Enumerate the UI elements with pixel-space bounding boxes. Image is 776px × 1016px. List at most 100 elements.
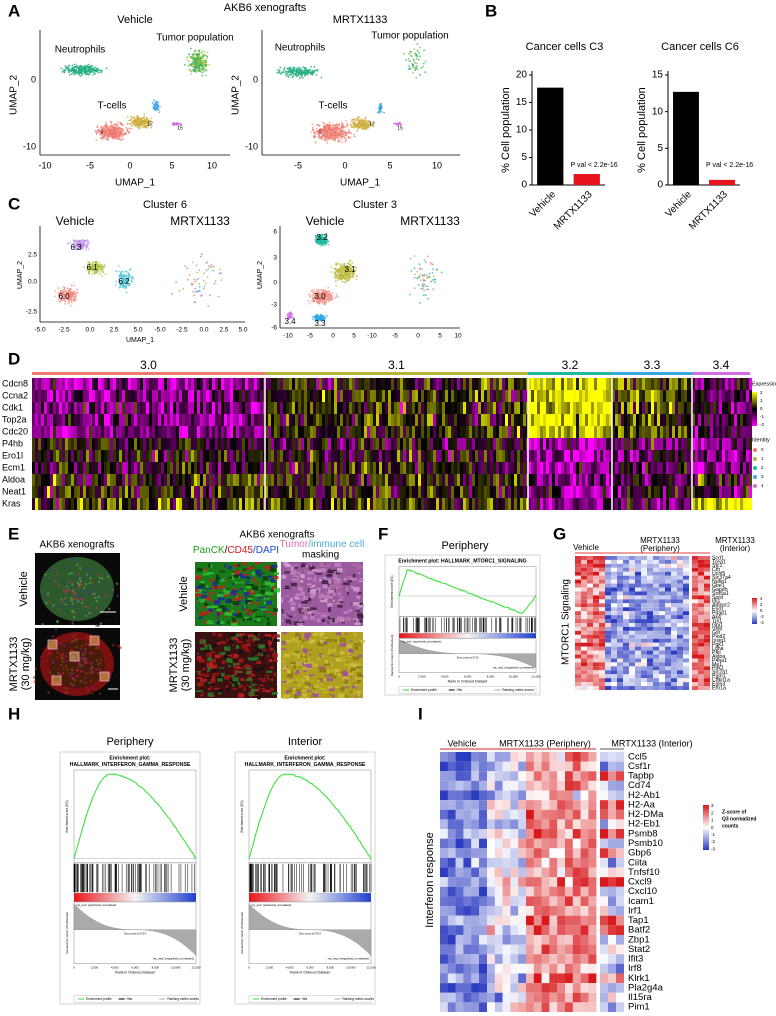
cell-dot bbox=[155, 103, 158, 106]
heatmap-cell bbox=[125, 438, 128, 450]
heatmap-cell bbox=[239, 426, 242, 438]
heatmap-cell bbox=[325, 426, 328, 438]
heatmap-cell bbox=[197, 498, 200, 510]
cell-dot bbox=[315, 74, 318, 76]
heatmap-cell bbox=[179, 378, 182, 390]
heatmap-cell bbox=[283, 390, 286, 402]
cell-dot bbox=[207, 268, 210, 270]
heatmap-cell bbox=[53, 390, 56, 402]
heatmap-cell bbox=[170, 414, 173, 426]
heatmap-cell bbox=[301, 414, 304, 426]
cell-dot bbox=[340, 121, 343, 123]
heatmap-cell bbox=[206, 498, 209, 510]
heatmap-cell bbox=[164, 378, 167, 390]
heatmap-cell bbox=[260, 438, 263, 450]
heatmap-cell bbox=[143, 438, 146, 450]
cluster-label: 6.0 bbox=[58, 292, 70, 301]
heatmap-cell bbox=[242, 450, 245, 462]
cell-dot bbox=[358, 124, 361, 127]
cell-dot bbox=[335, 284, 337, 287]
x-tick-label: -2.5 bbox=[176, 327, 188, 334]
heatmap-cell bbox=[218, 402, 221, 414]
cell-dot bbox=[339, 278, 342, 281]
heatmap-cell bbox=[295, 462, 298, 474]
heatmap-cell bbox=[179, 462, 182, 474]
heatmap-cell bbox=[107, 402, 110, 414]
heatmap-cell bbox=[292, 474, 295, 486]
heatmap-cell bbox=[170, 378, 173, 390]
heatmap-cell bbox=[203, 390, 206, 402]
heatmap-cell bbox=[307, 390, 310, 402]
heatmap-cell bbox=[152, 474, 155, 486]
heatmap-cell bbox=[328, 414, 331, 426]
heatmap-cell bbox=[44, 390, 47, 402]
cell-dot bbox=[327, 243, 330, 246]
heatmap-cell bbox=[185, 450, 188, 462]
heatmap-cell bbox=[92, 378, 95, 390]
y-tick-label: 15 bbox=[516, 97, 528, 108]
heatmap-cell bbox=[68, 414, 71, 426]
bar bbox=[673, 91, 699, 185]
heatmap-cell bbox=[89, 438, 92, 450]
cell-dot bbox=[419, 55, 421, 58]
heatmap-cell bbox=[289, 402, 292, 414]
heatmap-cell bbox=[80, 474, 83, 486]
cell-dot bbox=[73, 284, 76, 287]
cell-dot bbox=[98, 261, 101, 264]
y-tick-label: -10 bbox=[23, 141, 36, 151]
heatmap-cell bbox=[200, 486, 203, 498]
heatmap-cell bbox=[322, 474, 325, 486]
heatmap-cell bbox=[59, 426, 62, 438]
cell-dot bbox=[174, 123, 177, 126]
heatmap-cell bbox=[298, 378, 301, 390]
cell-dot bbox=[63, 288, 66, 291]
heatmap-cell bbox=[245, 486, 248, 498]
heatmap-cell bbox=[310, 390, 313, 402]
cell-dot bbox=[62, 286, 65, 288]
heatmap-cell bbox=[182, 414, 185, 426]
heatmap-cell bbox=[53, 402, 56, 414]
heatmap-cell bbox=[295, 378, 298, 390]
heatmap-cell bbox=[89, 390, 92, 402]
heatmap-cell bbox=[92, 390, 95, 402]
heatmap-cell bbox=[182, 462, 185, 474]
heatmap-cell bbox=[188, 438, 191, 450]
heatmap-cell bbox=[260, 498, 263, 510]
heatmap-cell bbox=[251, 498, 254, 510]
heatmap-cell bbox=[182, 450, 185, 462]
cell-dot bbox=[347, 128, 350, 131]
heatmap-cell bbox=[44, 462, 47, 474]
cell-dot bbox=[100, 136, 102, 139]
heatmap-cell bbox=[212, 426, 215, 438]
heatmap-cell bbox=[146, 390, 149, 402]
heatmap-cell bbox=[80, 414, 83, 426]
heatmap-cell bbox=[254, 486, 257, 498]
heatmap-cell bbox=[322, 450, 325, 462]
cluster-label: 3.3 bbox=[314, 319, 326, 328]
cell-dot bbox=[192, 290, 195, 293]
heatmap-cell bbox=[274, 426, 277, 438]
cell-dot bbox=[117, 121, 120, 123]
cell-dot bbox=[201, 74, 204, 77]
heatmap-cell bbox=[152, 378, 155, 390]
heatmap-cell bbox=[301, 462, 304, 474]
heatmap-cell bbox=[316, 378, 319, 390]
x-tick-label: -10 bbox=[283, 333, 293, 340]
heatmap-cell bbox=[77, 462, 80, 474]
cell-dot bbox=[84, 67, 86, 70]
cell-dot bbox=[133, 122, 136, 124]
heatmap-cell bbox=[191, 426, 194, 438]
heatmap-cell bbox=[155, 474, 158, 486]
cell-dot bbox=[277, 72, 280, 74]
heatmap-cell bbox=[328, 498, 331, 510]
cell-dot bbox=[379, 107, 381, 110]
cell-dot bbox=[154, 101, 157, 103]
heatmap-cell bbox=[289, 486, 292, 498]
cell-dot bbox=[340, 263, 342, 266]
heatmap-cell bbox=[254, 426, 257, 438]
heatmap-cell bbox=[194, 378, 197, 390]
heatmap-cell bbox=[239, 390, 242, 402]
heatmap-cell bbox=[68, 390, 71, 402]
heatmap-cell bbox=[89, 498, 92, 510]
cell-dot bbox=[84, 239, 86, 242]
